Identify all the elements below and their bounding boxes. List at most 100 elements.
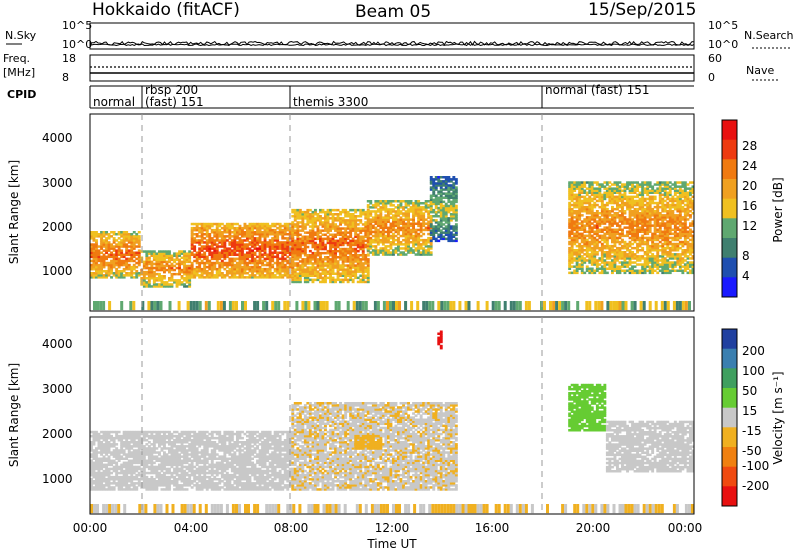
power-cell bbox=[268, 247, 272, 250]
power-cell bbox=[175, 266, 179, 270]
power-cell bbox=[399, 220, 403, 223]
power-cell bbox=[653, 201, 657, 205]
power-cell bbox=[256, 239, 259, 242]
power-cell bbox=[404, 200, 408, 203]
power-cell bbox=[402, 230, 405, 234]
power-cell bbox=[351, 219, 355, 222]
power-cell bbox=[291, 254, 295, 257]
power-cell bbox=[263, 249, 267, 252]
power-cell bbox=[437, 198, 441, 202]
power-cell bbox=[397, 228, 400, 232]
power-cell bbox=[613, 259, 617, 262]
power-cell bbox=[575, 203, 579, 207]
power-cell bbox=[580, 191, 584, 194]
power-cell bbox=[575, 199, 579, 203]
power-cell bbox=[568, 181, 572, 184]
power-cell bbox=[354, 210, 358, 214]
power-cell bbox=[361, 249, 365, 253]
power-cell bbox=[691, 240, 695, 244]
power-cell bbox=[590, 263, 594, 266]
power-cell bbox=[354, 215, 358, 218]
power-cell bbox=[165, 262, 169, 266]
power-cell bbox=[248, 270, 252, 273]
power-cell bbox=[137, 239, 141, 242]
power-cell bbox=[573, 251, 577, 254]
power-cell bbox=[588, 232, 592, 236]
power-cell bbox=[359, 231, 363, 234]
power-cell bbox=[570, 238, 574, 242]
power-cell bbox=[648, 257, 652, 260]
power-cell bbox=[319, 264, 322, 267]
power-cell bbox=[442, 217, 446, 220]
power-cell bbox=[439, 210, 443, 214]
power-cell bbox=[439, 215, 443, 218]
power-cell bbox=[314, 221, 317, 224]
power-cell bbox=[344, 239, 348, 243]
power-cell bbox=[663, 222, 667, 225]
power-cell bbox=[210, 251, 214, 254]
power-cell bbox=[616, 189, 619, 192]
power-cell bbox=[223, 257, 227, 261]
power-cell bbox=[251, 257, 254, 261]
power-cell bbox=[359, 210, 363, 214]
power-cell bbox=[648, 224, 652, 227]
power-cell bbox=[590, 203, 594, 207]
power-cell bbox=[661, 201, 665, 205]
power-cell bbox=[258, 265, 262, 269]
power-cell bbox=[324, 276, 327, 280]
power-cell bbox=[329, 280, 332, 284]
power-cell bbox=[117, 231, 121, 234]
power-cell bbox=[447, 176, 451, 179]
power-cell bbox=[676, 195, 680, 199]
power-cell bbox=[236, 247, 239, 250]
power-cell bbox=[616, 246, 619, 250]
power-cell bbox=[422, 232, 426, 236]
power-cell bbox=[296, 243, 300, 247]
power-cell bbox=[454, 227, 458, 230]
power-cell bbox=[95, 239, 98, 242]
power-cell bbox=[251, 241, 254, 244]
power-cell bbox=[678, 214, 682, 217]
power-cell bbox=[653, 246, 657, 250]
power-cell bbox=[361, 243, 365, 247]
power-cell bbox=[311, 225, 315, 228]
power-cell bbox=[364, 215, 368, 218]
power-cell bbox=[95, 276, 98, 279]
power-cell bbox=[676, 210, 680, 213]
power-cell bbox=[261, 276, 264, 279]
power-cell bbox=[236, 235, 239, 238]
power-cell bbox=[683, 185, 687, 188]
power-cell bbox=[185, 256, 189, 259]
power-cell bbox=[225, 263, 229, 267]
power-cell bbox=[442, 237, 446, 241]
power-cell bbox=[190, 226, 194, 230]
power-cell bbox=[356, 227, 360, 230]
power-cell bbox=[691, 257, 695, 260]
power-cell bbox=[613, 230, 617, 233]
power-cell bbox=[152, 254, 156, 257]
power-cell bbox=[145, 277, 149, 280]
power-cell bbox=[605, 220, 609, 223]
power-cell bbox=[658, 199, 662, 203]
power-cell bbox=[394, 210, 398, 213]
power-cell bbox=[314, 245, 317, 249]
power-cell bbox=[691, 201, 695, 205]
power-cell bbox=[361, 254, 365, 257]
power-cell bbox=[417, 241, 421, 244]
power-cell bbox=[626, 257, 629, 260]
power-cell bbox=[600, 205, 604, 209]
power-cell bbox=[155, 266, 159, 270]
power-cell bbox=[434, 198, 438, 202]
power-cell bbox=[681, 253, 685, 256]
power-cell bbox=[447, 194, 451, 197]
power-cell bbox=[208, 276, 212, 279]
power-cell bbox=[324, 274, 327, 277]
power-cell bbox=[611, 259, 614, 262]
power-cell bbox=[651, 242, 655, 246]
power-cell bbox=[329, 260, 332, 263]
power-cell bbox=[681, 193, 685, 197]
power-cell bbox=[314, 262, 317, 265]
power-cell bbox=[379, 202, 383, 205]
power-cell bbox=[293, 249, 297, 253]
power-cell bbox=[331, 258, 335, 261]
